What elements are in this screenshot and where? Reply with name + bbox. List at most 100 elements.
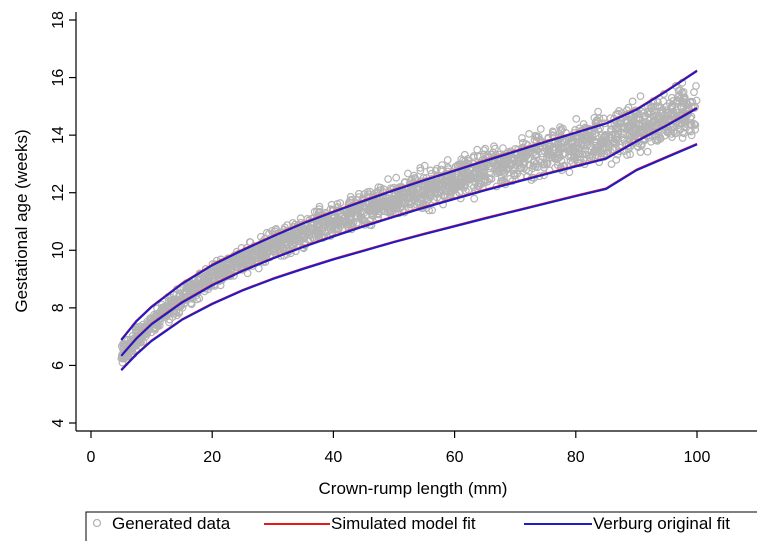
legend-box bbox=[85, 511, 757, 541]
scatter-point bbox=[438, 161, 446, 170]
scatter-point bbox=[659, 97, 668, 106]
x-tick-label: 0 bbox=[87, 449, 96, 466]
scatter-point bbox=[690, 119, 698, 128]
y-tick-label: 12 bbox=[50, 184, 67, 202]
scatter-point bbox=[301, 232, 310, 241]
scatter-point bbox=[321, 221, 330, 230]
scatter-point bbox=[691, 125, 700, 134]
scatter-point bbox=[594, 145, 602, 154]
scatter-point bbox=[461, 181, 470, 190]
scatter-point bbox=[441, 187, 450, 195]
scatter-point bbox=[583, 140, 592, 149]
scatter-point bbox=[657, 118, 666, 127]
scatter-point bbox=[641, 122, 650, 130]
scatter-point bbox=[456, 175, 465, 184]
fit-lines bbox=[120, 69, 698, 371]
scatter-point bbox=[313, 207, 321, 216]
scatter-point bbox=[392, 173, 401, 182]
scatter-point bbox=[470, 194, 479, 203]
scatter-point bbox=[572, 114, 581, 123]
scatter-point bbox=[626, 150, 634, 159]
scatter-point bbox=[185, 286, 194, 295]
y-axis-label: Gestational age (weeks) bbox=[12, 129, 31, 312]
scatter-points bbox=[117, 78, 701, 367]
scatter-point bbox=[244, 250, 253, 259]
scatter-point bbox=[561, 149, 569, 158]
scatter-point bbox=[288, 218, 297, 227]
axes bbox=[75, 12, 757, 432]
scatter-point bbox=[447, 179, 455, 188]
scatter-point bbox=[654, 102, 662, 111]
scatter-point bbox=[656, 134, 665, 143]
y-tick-label: 4 bbox=[50, 418, 67, 427]
fit-line-verburg-original-fit-upper bbox=[120, 70, 698, 341]
scatter-point bbox=[296, 214, 305, 223]
scatter-point bbox=[433, 193, 442, 202]
scatter-point bbox=[479, 150, 488, 159]
scatter-point bbox=[330, 212, 338, 221]
scatter-point bbox=[287, 231, 296, 240]
scatter-point bbox=[117, 351, 126, 360]
scatter-point bbox=[634, 143, 642, 152]
scatter-point bbox=[219, 268, 228, 277]
scatter-point bbox=[490, 142, 498, 151]
scatter-point bbox=[410, 171, 419, 180]
scatter-point bbox=[625, 136, 634, 145]
scatter-point bbox=[565, 168, 574, 177]
scatter-point bbox=[393, 204, 402, 213]
scatter-point bbox=[294, 233, 303, 242]
scatter-point bbox=[614, 123, 622, 132]
scatter-point bbox=[612, 155, 621, 164]
scatter-point bbox=[557, 127, 565, 135]
scatter-point bbox=[495, 167, 503, 176]
scatter-point bbox=[585, 151, 593, 160]
scatter-point bbox=[569, 154, 578, 163]
ticks: 0 20 40 60 80 100 4 6 8 10 12 14 16 18 bbox=[50, 11, 710, 466]
scatter-point bbox=[680, 129, 688, 138]
scatter-point bbox=[329, 218, 338, 227]
scatter-point bbox=[545, 142, 554, 151]
scatter-point bbox=[545, 150, 554, 159]
scatter-point bbox=[524, 155, 533, 164]
scatter-point bbox=[619, 135, 628, 144]
scatter-point bbox=[414, 190, 423, 199]
scatter-point bbox=[628, 97, 637, 106]
scatter-point bbox=[386, 207, 395, 216]
scatter-point bbox=[167, 300, 176, 309]
scatter-point bbox=[193, 295, 202, 304]
scatter-point bbox=[130, 337, 139, 345]
scatter-point bbox=[209, 274, 218, 283]
scatter-point bbox=[537, 158, 546, 167]
scatter-point bbox=[358, 214, 367, 223]
scatter-point bbox=[615, 106, 623, 115]
y-tick-label: 18 bbox=[50, 11, 67, 29]
scatter-point bbox=[426, 166, 435, 175]
scatter-point bbox=[647, 137, 655, 146]
scatter-point bbox=[369, 205, 378, 214]
scatter-point bbox=[440, 192, 449, 201]
legend: Generated data Simulated model fit Verbu… bbox=[85, 511, 757, 541]
scatter-point bbox=[581, 136, 589, 145]
scatter-point bbox=[673, 96, 682, 105]
scatter-point bbox=[499, 144, 507, 153]
legend-label-simulated-model-fit: Simulated model fit bbox=[331, 514, 476, 533]
scatter-point bbox=[360, 203, 369, 212]
scatter-point bbox=[334, 210, 343, 219]
scatter-point bbox=[510, 163, 518, 172]
scatter-point bbox=[668, 103, 677, 112]
scatter-point bbox=[201, 265, 210, 273]
x-tick-label: 60 bbox=[446, 449, 464, 466]
scatter-point bbox=[688, 97, 697, 106]
scatter-point bbox=[162, 304, 171, 313]
scatter-point bbox=[483, 161, 491, 170]
scatter-point bbox=[662, 108, 670, 117]
scatter-point bbox=[156, 314, 165, 323]
scatter-point bbox=[459, 156, 468, 165]
scatter-point bbox=[187, 300, 196, 309]
scatter-point bbox=[400, 198, 409, 207]
scatter-point bbox=[464, 156, 473, 165]
scatter-point bbox=[643, 147, 652, 156]
scatter-point bbox=[220, 264, 229, 273]
y-tick-label: 6 bbox=[50, 361, 67, 370]
scatter-point bbox=[263, 250, 272, 259]
